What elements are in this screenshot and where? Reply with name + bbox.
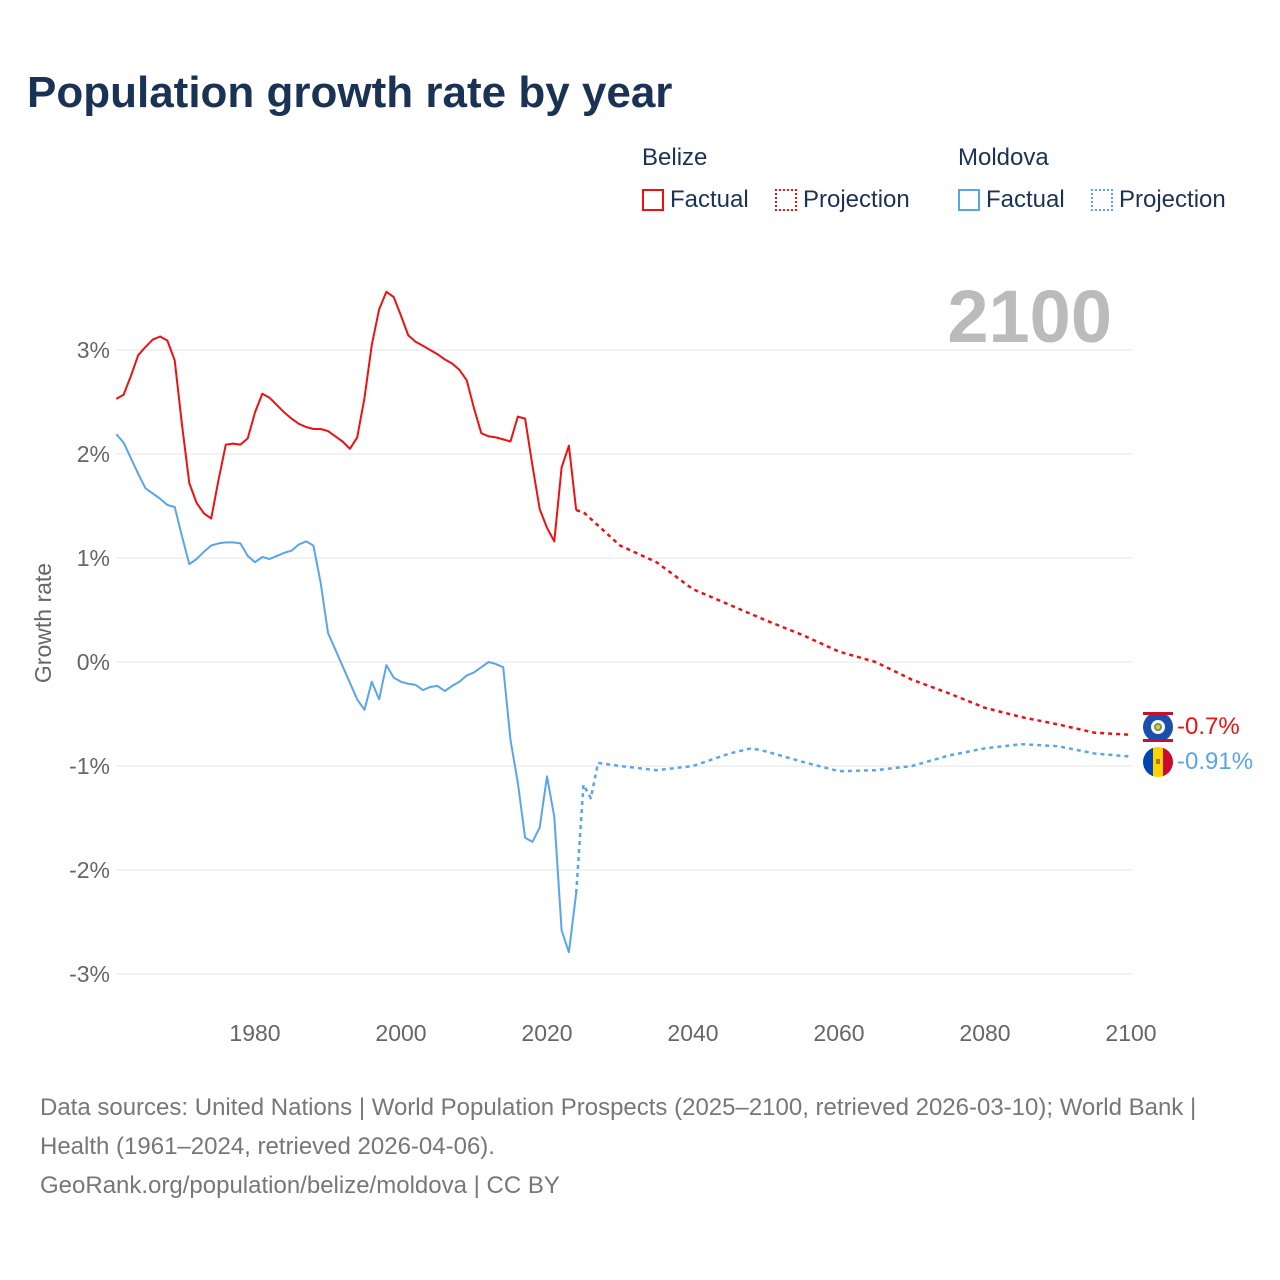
legend-label: Projection <box>803 186 910 213</box>
x-tick-label: 2060 <box>813 1020 864 1046</box>
legend-label: Factual <box>670 186 749 213</box>
legend-moldova-projection[interactable]: Projection <box>1091 186 1226 214</box>
legend-belize-projection[interactable]: Projection <box>775 186 910 214</box>
legend-moldova-factual[interactable]: Factual <box>958 186 1065 214</box>
footer: Data sources: United Nations | World Pop… <box>40 1088 1240 1205</box>
legend-group-name: Moldova <box>958 144 1049 171</box>
x-tick-label: 1980 <box>229 1020 280 1046</box>
credit-link[interactable]: GeoRank.org/population/belize/moldova | … <box>40 1172 560 1199</box>
data-sources: Data sources: United Nations | World Pop… <box>40 1094 1197 1160</box>
legend-swatch-dotted <box>1091 189 1113 211</box>
y-tick-label: 1% <box>77 545 110 571</box>
flag-moldova-icon <box>1143 747 1173 777</box>
legend-belize-factual[interactable]: Factual <box>642 186 749 214</box>
y-tick-label: 2% <box>77 441 110 467</box>
y-tick-label: -1% <box>69 753 110 779</box>
y-axis-label: Growth rate <box>30 563 56 683</box>
x-tick-label: 2100 <box>1105 1020 1156 1046</box>
legend-label: Projection <box>1119 186 1226 213</box>
series-line-belize-factual <box>115 290 578 543</box>
y-tick-label: 3% <box>77 337 110 363</box>
legend-group-belize: Belize Factual Projection <box>642 144 910 213</box>
legend-swatch-solid <box>958 189 980 211</box>
legend-swatch-solid <box>642 189 664 211</box>
end-label-belize: -0.7% <box>1177 713 1240 740</box>
end-label-moldova: -0.91% <box>1177 748 1253 775</box>
x-tick-label: 2080 <box>959 1020 1010 1046</box>
x-tick-label: 2040 <box>667 1020 718 1046</box>
y-tick-label: -3% <box>69 961 110 987</box>
series-line-moldova-projection <box>574 742 1132 893</box>
series-line-belize-projection <box>575 508 1132 737</box>
y-tick-label: -2% <box>69 857 110 883</box>
x-tick-label: 2020 <box>521 1020 572 1046</box>
series-line-moldova-factual <box>115 433 578 954</box>
legend-swatch-dotted <box>775 189 797 211</box>
x-tick-label: 2000 <box>375 1020 426 1046</box>
legend-label: Factual <box>986 186 1065 213</box>
y-tick-label: 0% <box>77 649 110 675</box>
flag-belize-icon <box>1143 712 1173 742</box>
year-label: 2100 <box>947 275 1112 358</box>
chart-title: Population growth rate by year <box>27 68 673 117</box>
legend-group-moldova: Moldova Factual Projection <box>958 144 1226 213</box>
legend-group-name: Belize <box>642 144 708 171</box>
